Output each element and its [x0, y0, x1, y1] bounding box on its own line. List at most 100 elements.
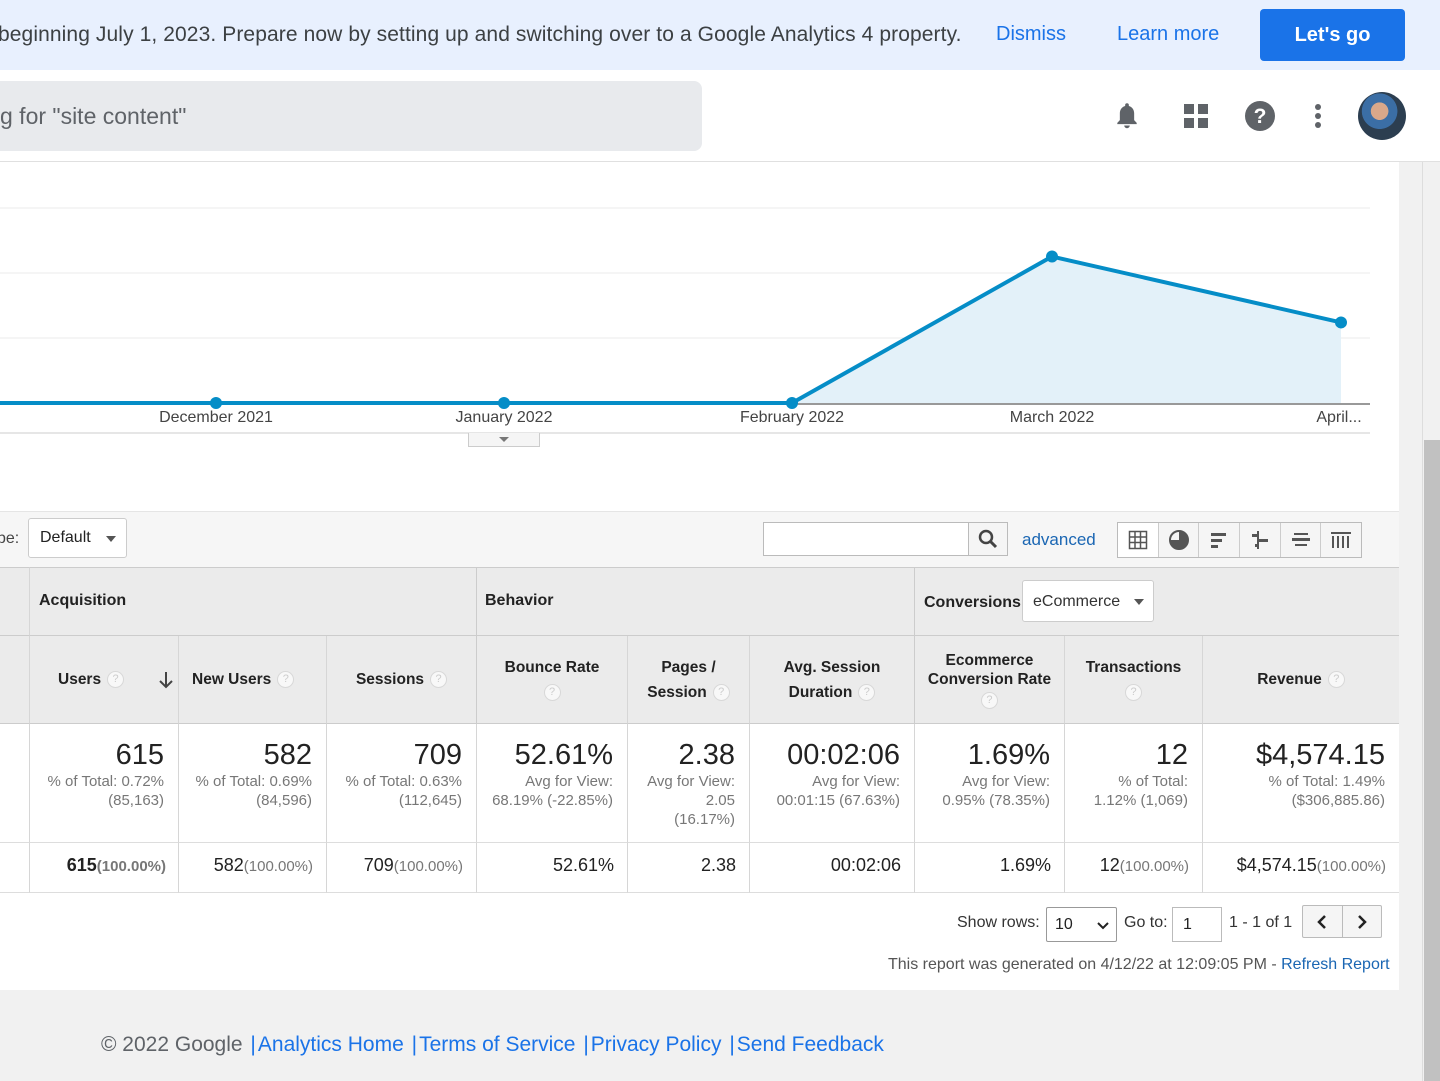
- conversions-goal-select[interactable]: eCommerce: [1022, 580, 1154, 622]
- help-icon[interactable]: ?: [1242, 98, 1278, 134]
- row-bounce-rate: 52.61%: [477, 843, 628, 893]
- summary-users-line1: % of Total: 0.72%: [47, 773, 164, 790]
- col-header-bounce-rate[interactable]: Bounce Rate?: [477, 636, 628, 724]
- summary-new-users: 582 % of Total: 0.69% (84,596): [179, 724, 327, 843]
- generated-text: This report was generated on 4/12/22 at …: [888, 956, 1282, 973]
- term-cloud-view-button[interactable]: [1281, 523, 1322, 557]
- summary-new-users-line2: (84,596): [256, 792, 312, 809]
- col-header-pages-session[interactable]: Pages / Session?: [628, 636, 750, 724]
- row-bounce-rate-value: 52.61%: [552, 855, 614, 875]
- summary-bounce-rate-value: 52.61%: [514, 739, 613, 771]
- lets-go-button[interactable]: Let's go: [1260, 9, 1405, 61]
- type-select[interactable]: Default: [28, 518, 127, 558]
- top-header: g for "site content" ?: [0, 70, 1440, 162]
- help-icon[interactable]: ?: [712, 683, 730, 701]
- show-rows-select[interactable]: 10: [1046, 907, 1117, 942]
- pivot-view-button[interactable]: [1321, 523, 1361, 557]
- bounce-rate-header-label: Bounce Rate: [504, 658, 600, 676]
- sort-descending-icon: [159, 672, 173, 689]
- timeline-chart: [0, 207, 1370, 434]
- row-transactions-value: 12: [1099, 855, 1120, 875]
- more-vert-icon[interactable]: [1300, 98, 1336, 134]
- summary-ecom-rate-line2: 0.95% (78.35%): [942, 792, 1050, 809]
- col-header-transactions[interactable]: Transactions?: [1065, 636, 1203, 724]
- pie-view-button[interactable]: [1159, 523, 1200, 557]
- table-view-button[interactable]: [1118, 523, 1159, 557]
- summary-users-value: 615: [115, 739, 164, 771]
- help-icon[interactable]: ?: [543, 683, 561, 701]
- bell-icon[interactable]: [1109, 98, 1145, 134]
- col-header-avg-session-duration[interactable]: Avg. Session Duration?: [750, 636, 915, 724]
- performance-view-button[interactable]: [1199, 523, 1241, 557]
- users-header-label: Users: [58, 671, 102, 688]
- search-input[interactable]: g for "site content": [0, 81, 702, 151]
- chart-point[interactable]: [498, 397, 510, 409]
- footer-link-privacy[interactable]: Privacy Policy: [590, 1033, 722, 1056]
- help-icon[interactable]: ?: [277, 671, 295, 688]
- next-page-button[interactable]: [1343, 906, 1382, 937]
- footer-copyright: © 2022 Google: [101, 1033, 243, 1056]
- comparison-view-button[interactable]: [1240, 523, 1281, 557]
- svg-text:?: ?: [1254, 105, 1267, 128]
- summary-users: 615 % of Total: 0.72% (85,163): [30, 724, 179, 843]
- view-switcher: [1117, 522, 1362, 558]
- summary-pages-session-line3: (16.17%): [674, 811, 735, 828]
- summary-sessions: 709 % of Total: 0.63% (112,645): [327, 724, 477, 843]
- summary-new-users-line1: % of Total: 0.69%: [195, 773, 312, 790]
- refresh-report-link[interactable]: Refresh Report: [1281, 956, 1390, 973]
- chart-series-line: [0, 254, 1342, 405]
- summary-bounce-rate-line1: Avg for View:: [525, 773, 613, 790]
- chart-x-tick-label: December 2021: [159, 409, 273, 426]
- help-icon[interactable]: ?: [980, 691, 998, 709]
- col-header-new-users[interactable]: New Users?: [179, 636, 327, 724]
- transactions-header-label: Transactions: [1085, 658, 1182, 676]
- col-header-users[interactable]: Users?: [30, 636, 179, 724]
- scrollbar-thumb[interactable]: [1424, 440, 1440, 1081]
- summary-ecom-rate-line1: Avg for View:: [962, 773, 1050, 790]
- search-placeholder: g for "site content": [0, 103, 187, 129]
- account-avatar[interactable]: [1358, 92, 1406, 140]
- summary-avg-duration-value: 00:02:06: [787, 739, 900, 771]
- group-header-behavior: Behavior: [477, 567, 915, 636]
- banner-message: beginning July 1, 2023. Prepare now by s…: [0, 23, 962, 46]
- pivot-view-icon: [1331, 532, 1352, 548]
- learn-more-link[interactable]: Learn more: [1117, 23, 1220, 45]
- footer-link-terms[interactable]: Terms of Service: [419, 1033, 576, 1056]
- col-header-ecommerce-conversion-rate[interactable]: Ecommerce Conversion Rate?: [915, 636, 1065, 724]
- sessions-header-label: Sessions: [355, 671, 425, 688]
- goto-page-input[interactable]: 1: [1172, 907, 1222, 942]
- summary-new-users-value: 582: [263, 739, 312, 771]
- help-icon[interactable]: ?: [107, 671, 125, 688]
- chart-point[interactable]: [1046, 250, 1058, 263]
- filter-input[interactable]: [763, 522, 969, 556]
- summary-users-line2: (85,163): [108, 792, 164, 809]
- chart-point[interactable]: [210, 397, 222, 409]
- report-content: December 2021 January 2022 February 2022 Ma…: [0, 162, 1399, 990]
- footer-link-analytics-home[interactable]: Analytics Home: [257, 1033, 404, 1056]
- help-icon[interactable]: ?: [1327, 671, 1345, 688]
- row-avg-duration-value: 00:02:06: [830, 855, 901, 875]
- footer-link-feedback[interactable]: Send Feedback: [736, 1033, 884, 1056]
- chevron-down-icon: [106, 536, 116, 542]
- help-icon[interactable]: ?: [430, 671, 448, 688]
- row-revenue-pct: (100.00%): [1316, 858, 1386, 875]
- help-icon[interactable]: ?: [858, 683, 876, 701]
- filter-search-button[interactable]: [968, 522, 1008, 556]
- chart-point[interactable]: [1335, 316, 1347, 329]
- apps-grid-icon[interactable]: [1178, 98, 1214, 134]
- col-header-revenue[interactable]: Revenue?: [1203, 636, 1399, 724]
- summary-avg-duration: 00:02:06 Avg for View: 00:01:15 (67.63%): [750, 724, 915, 843]
- chart-point[interactable]: [786, 397, 798, 409]
- advanced-filter-link[interactable]: advanced: [1022, 530, 1096, 549]
- comparison-view-icon: [1251, 531, 1268, 549]
- chart-collapse-handle[interactable]: [468, 433, 540, 447]
- row-dimension-cell: [0, 843, 30, 893]
- goto-label: Go to:: [1124, 914, 1168, 931]
- col-header-sessions[interactable]: Sessions?: [327, 636, 477, 724]
- dismiss-link[interactable]: Dismiss: [996, 23, 1066, 45]
- conversions-label: Conversions: [924, 594, 1021, 611]
- summary-pages-session: 2.38 Avg for View: 2.05 (16.17%): [628, 724, 750, 843]
- row-users: 615(100.00%): [30, 843, 179, 893]
- prev-page-button[interactable]: [1303, 906, 1343, 937]
- help-icon[interactable]: ?: [1125, 683, 1142, 701]
